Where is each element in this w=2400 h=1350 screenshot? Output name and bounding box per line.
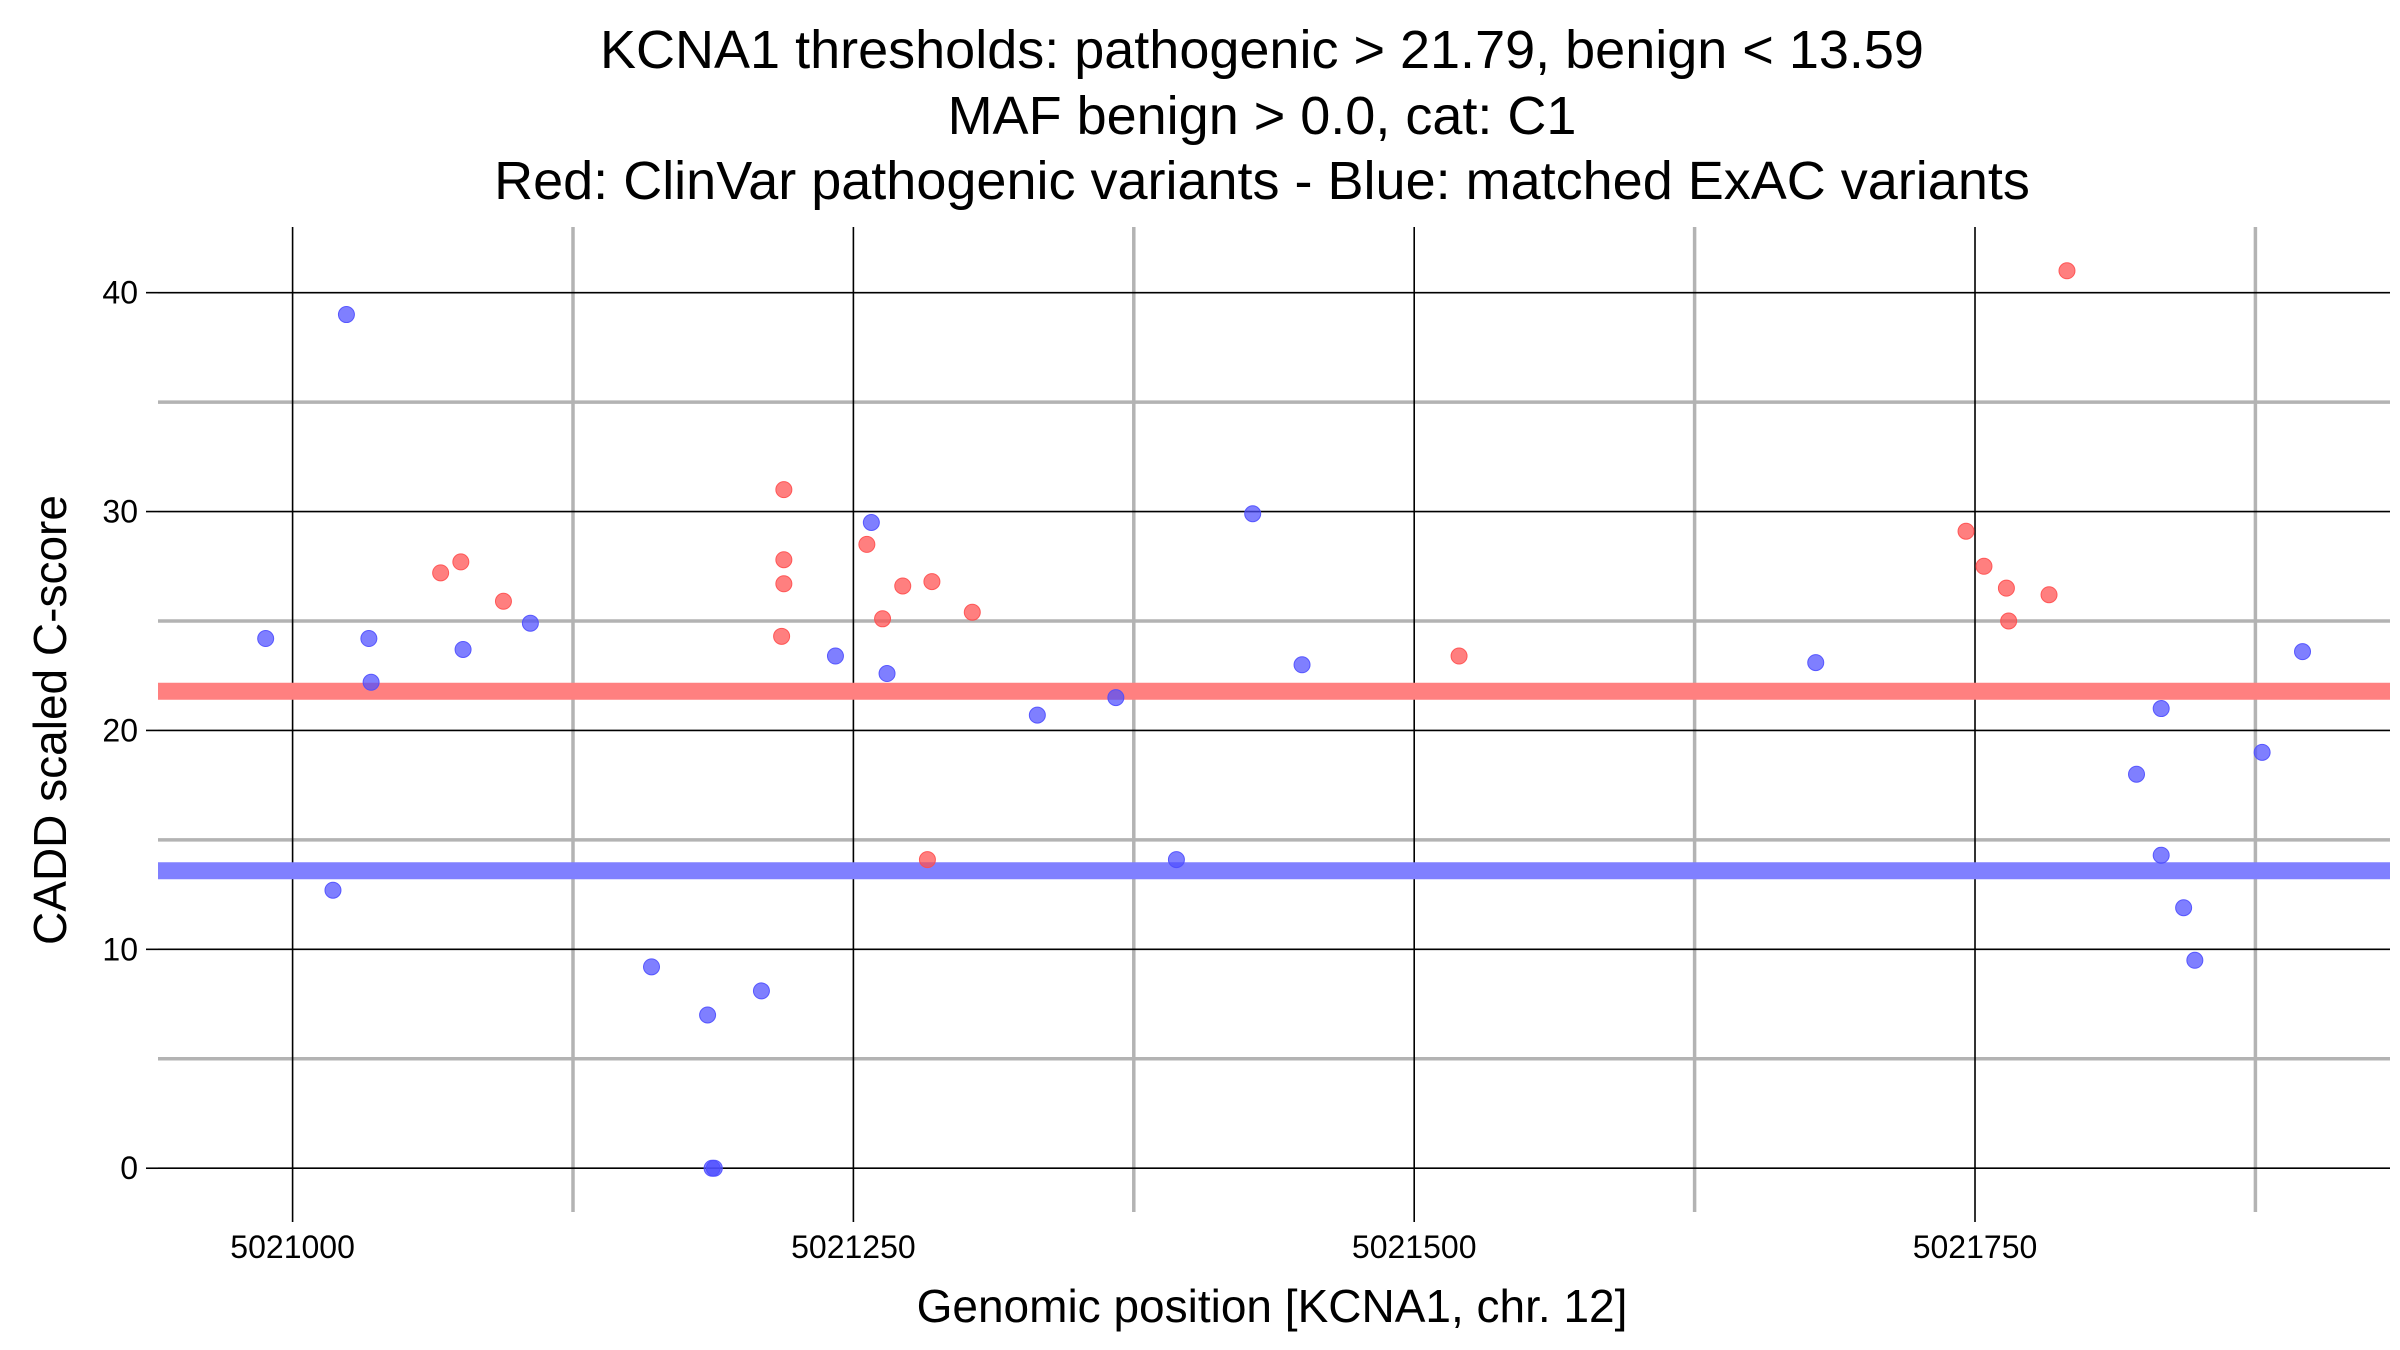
exac-point xyxy=(2294,643,2312,661)
exac-point xyxy=(752,982,770,1000)
clinvar-point xyxy=(775,551,793,569)
clinvar-point xyxy=(452,553,470,571)
y-axis-title: CADD scaled C-score xyxy=(24,495,76,945)
clinvar-point xyxy=(1997,579,2015,597)
x-tick-label: 5021000 xyxy=(230,1229,355,1265)
exac-point xyxy=(2152,700,2170,718)
clinvar-point xyxy=(894,577,912,595)
y-tick-label: 10 xyxy=(102,931,138,967)
exac-point xyxy=(699,1006,717,1024)
x-axis-title: Genomic position [KCNA1, chr. 12] xyxy=(917,1280,1628,1332)
chart-title: KCNA1 thresholds: pathogenic > 21.79, be… xyxy=(494,20,2030,211)
exac-point xyxy=(324,881,342,899)
exac-point xyxy=(2152,846,2170,864)
threshold-lines xyxy=(158,682,2390,880)
title-line-2: MAF benign > 0.0, cat: C1 xyxy=(948,86,1577,146)
clinvar-point xyxy=(773,627,791,645)
exac-point xyxy=(705,1159,723,1177)
exac-point xyxy=(862,514,880,531)
exac-point xyxy=(2253,743,2271,761)
exac-point xyxy=(360,630,378,648)
clinvar-point xyxy=(775,575,793,593)
clinvar-point xyxy=(775,481,793,499)
title-line-3: Red: ClinVar pathogenic variants - Blue:… xyxy=(494,151,2030,211)
x-tick-label: 5021500 xyxy=(1352,1229,1477,1265)
clinvar-point xyxy=(1450,647,1468,665)
clinvar-point xyxy=(2058,262,2076,280)
axis-ticks: 5021000 5021250 5021500 5021750 0 10 20 30 40 xyxy=(102,275,2037,1265)
exac-point xyxy=(2128,765,2146,783)
exac-point xyxy=(2175,899,2193,917)
title-line-1: KCNA1 thresholds: pathogenic > 21.79, be… xyxy=(600,20,1924,80)
clinvar-point xyxy=(432,564,450,582)
clinvar-point xyxy=(2000,612,2018,630)
grid xyxy=(158,227,2390,1212)
clinvar-point xyxy=(1957,522,1975,540)
exac-point xyxy=(337,306,355,324)
exac-point xyxy=(826,647,844,665)
exac-point xyxy=(643,958,661,976)
y-tick-label: 0 xyxy=(120,1150,138,1186)
y-tick-label: 20 xyxy=(102,712,138,748)
exac-point xyxy=(1107,689,1125,707)
exac-point xyxy=(1244,505,1262,523)
y-tick-label: 30 xyxy=(102,494,138,530)
exac-point xyxy=(1028,706,1046,724)
clinvar-point xyxy=(918,851,936,869)
exac-point xyxy=(454,640,472,658)
exac-point xyxy=(1807,654,1825,672)
exac-point xyxy=(878,665,896,683)
clinvar-point xyxy=(1975,557,1993,575)
y-tick-label: 40 xyxy=(102,275,138,311)
exac-point xyxy=(521,614,539,632)
exac-point xyxy=(1167,851,1185,869)
clinvar-point xyxy=(2040,586,2058,604)
exac-point xyxy=(1293,656,1311,674)
data-points xyxy=(257,262,2312,1177)
exac-point xyxy=(257,630,275,648)
clinvar-point xyxy=(963,603,981,621)
x-tick-label: 5021750 xyxy=(1913,1229,2038,1265)
exac-point xyxy=(362,673,380,691)
clinvar-point xyxy=(494,592,512,610)
x-tick-label: 5021250 xyxy=(791,1229,916,1265)
clinvar-point xyxy=(874,610,892,628)
exac-point xyxy=(2186,951,2204,969)
clinvar-point xyxy=(923,573,941,591)
clinvar-point xyxy=(858,535,876,553)
